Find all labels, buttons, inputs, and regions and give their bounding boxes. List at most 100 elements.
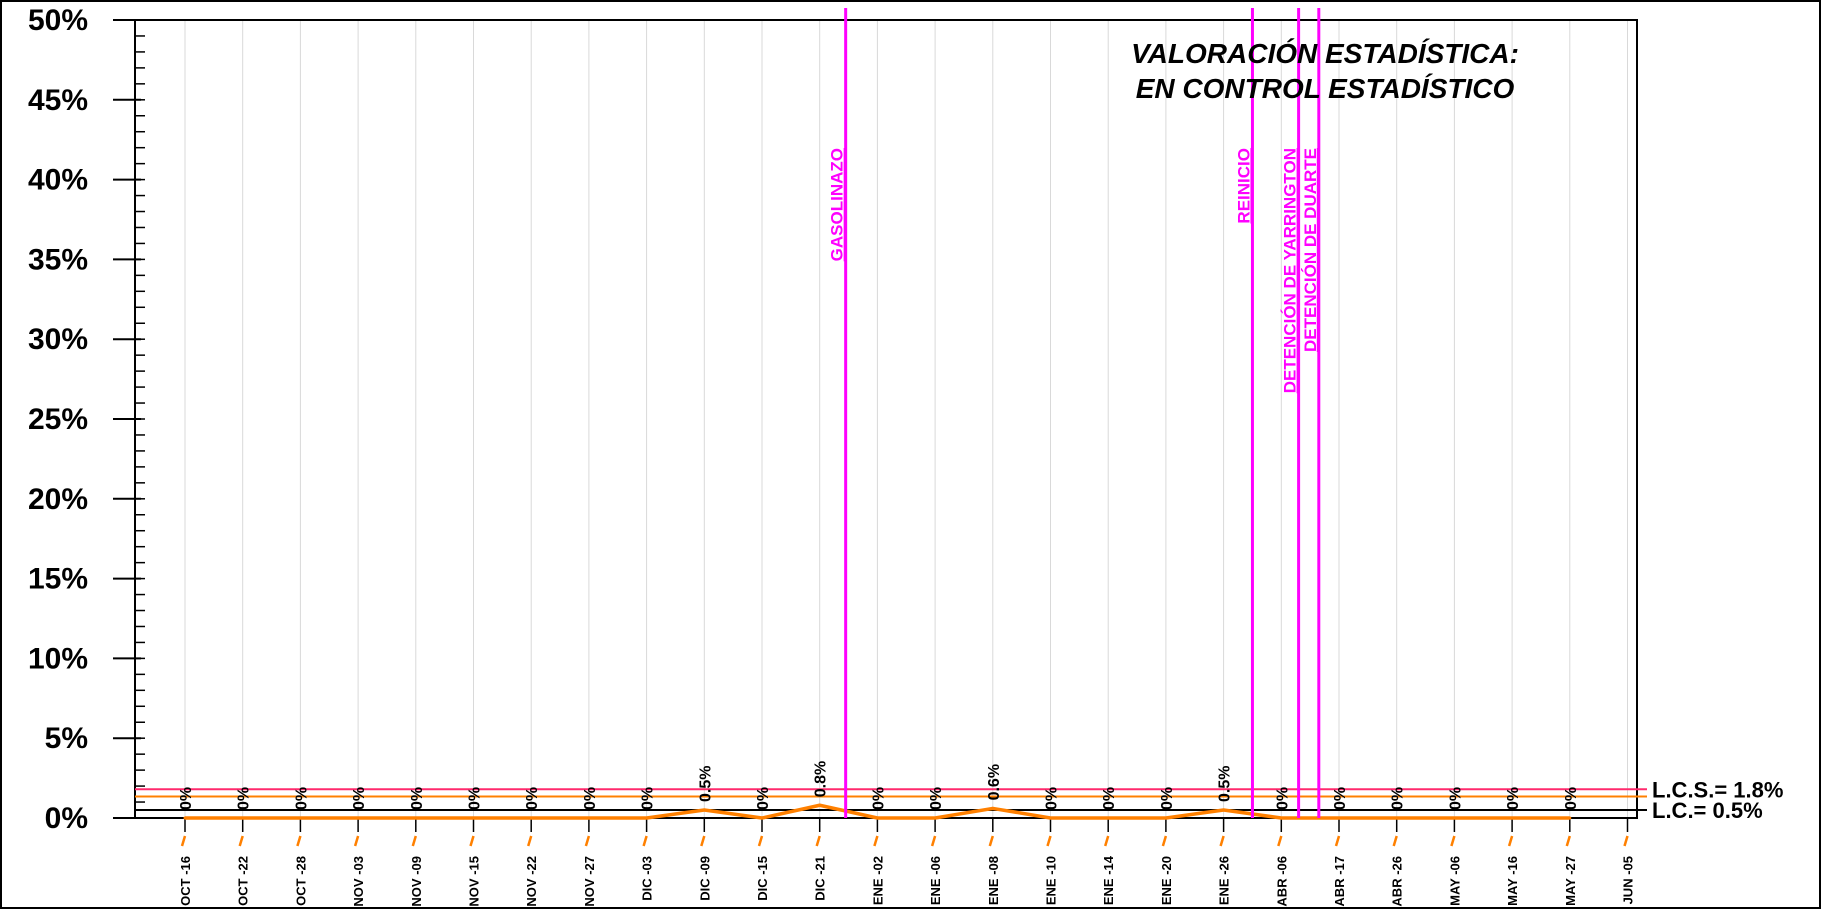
- x-tick-marker: [1046, 835, 1052, 847]
- x-tick-marker: [930, 835, 937, 847]
- y-tick-label: 20%: [28, 483, 88, 516]
- plot-area-border: [134, 19, 1638, 819]
- x-tick-label: MAY -06: [1447, 856, 1462, 906]
- y-tick-label: 25%: [28, 403, 88, 436]
- data-point: [991, 806, 995, 810]
- x-tick-marker: [1334, 835, 1341, 847]
- y-tick-label: 35%: [28, 243, 88, 276]
- x-tick-label: OCT -22: [236, 856, 251, 906]
- y-tick-label: 10%: [28, 642, 88, 675]
- data-point: [760, 816, 764, 820]
- data-label: 0%: [1505, 787, 1522, 810]
- data-label: 0.5%: [697, 766, 714, 802]
- data-label: 0%: [409, 787, 426, 810]
- control-limits-layer: L.C.S.= 1.8%L.C.= 0.5%: [135, 777, 1783, 823]
- data-label: 0%: [351, 787, 368, 810]
- data-point: [1049, 816, 1052, 820]
- data-point: [241, 816, 245, 820]
- data-point: [1337, 816, 1341, 820]
- x-tick-label: JUN -05: [1621, 856, 1636, 904]
- grid-layer: [184, 20, 1628, 818]
- labels-layer: 0% 0% 0% 0% 0% 0% 0% 0% 0% 0.5% 0% 0.8% 0% 0% 0.6% 0% 0%…: [178, 761, 1580, 810]
- data-point: [472, 816, 475, 820]
- x-tick-marker: [296, 835, 302, 847]
- x-tick-label: ENE -14: [1101, 855, 1116, 905]
- event-label: GASOLINAZO: [828, 148, 847, 261]
- data-label: 0%: [1390, 787, 1407, 810]
- data-label: 0%: [467, 787, 484, 810]
- x-tick-label: ENE -08: [986, 856, 1001, 905]
- data-label: 0%: [1332, 787, 1349, 810]
- x-tick-label: MAY -16: [1505, 856, 1520, 906]
- x-tick-label: DIC -21: [813, 856, 828, 901]
- data-point: [298, 816, 302, 820]
- control-limit-label: L.C.= 0.5%: [1652, 798, 1763, 823]
- event-label: DETENCIÓN DE YARRINGTON: [1281, 148, 1300, 393]
- x-tick-marker: [642, 835, 648, 847]
- data-point: [702, 808, 706, 812]
- data-label: 0.8%: [813, 761, 830, 797]
- data-label: 0%: [582, 787, 599, 810]
- x-tick-label: ENE -20: [1159, 856, 1174, 905]
- data-point: [1568, 816, 1572, 820]
- events-layer: GASOLINAZO REINICIO DETENCIÓN DE YARRINGTO…: [828, 8, 1321, 818]
- data-point: [1452, 816, 1456, 820]
- y-tick-label: 5%: [45, 722, 88, 755]
- data-label: 0.5%: [1217, 766, 1234, 802]
- x-tick-marker: [1450, 835, 1456, 847]
- data-label: 0%: [928, 787, 945, 810]
- x-tick-marker: [757, 835, 764, 847]
- data-point: [1164, 816, 1168, 820]
- data-label: 0%: [755, 787, 772, 810]
- x-tick-label: ABR -06: [1274, 856, 1289, 907]
- x-tick-marker: [1277, 835, 1283, 847]
- x-tick-label: NOV -03: [351, 856, 366, 907]
- x-tick-marker: [1623, 835, 1629, 847]
- data-label: 0%: [870, 787, 887, 810]
- x-tick-label: NOV -09: [409, 856, 424, 907]
- data-point: [356, 816, 360, 820]
- x-tick-marker: [411, 835, 417, 847]
- data-label: 0%: [1563, 787, 1580, 810]
- x-tick-marker: [988, 835, 994, 847]
- data-point: [933, 816, 937, 820]
- x-tick-marker: [1161, 835, 1168, 847]
- chart-title-line-2: EN CONTROL ESTADÍSTICO: [1136, 73, 1515, 104]
- x-tick-marker: [238, 835, 244, 847]
- data-point: [645, 816, 649, 820]
- data-label: 0%: [524, 787, 541, 810]
- y-tick-label: 0%: [45, 802, 88, 835]
- x-tick-marker: [353, 835, 360, 847]
- data-label: 0%: [236, 787, 253, 810]
- x-tick-marker: [1104, 835, 1110, 847]
- x-tick-marker: [1392, 835, 1398, 847]
- y-tick-label: 45%: [28, 84, 88, 117]
- x-tick-label: ENE -10: [1044, 856, 1059, 905]
- x-tick-label: NOV -22: [524, 856, 539, 907]
- data-label: 0.6%: [986, 764, 1003, 800]
- x-tick-marker: [469, 835, 475, 847]
- y-tick-label: 30%: [28, 323, 88, 356]
- x-tick-marker: [527, 835, 533, 847]
- x-tick-label: NOV -15: [467, 856, 482, 907]
- data-label: 0%: [640, 787, 657, 810]
- x-tick-marker: [700, 835, 706, 847]
- data-point: [1279, 816, 1283, 820]
- x-tick-label: ABR -26: [1390, 856, 1405, 907]
- data-point: [183, 816, 187, 820]
- x-tick-label: DIC -09: [697, 856, 712, 901]
- data-label: 0%: [293, 787, 310, 810]
- x-tick-label: DIC -03: [640, 856, 655, 901]
- chart-title: VALORACIÓN ESTADÍSTICA: EN CONTROL ESTAD…: [1131, 38, 1519, 104]
- x-tick-label: ENE -02: [870, 856, 885, 905]
- x-tick-marker: [815, 835, 821, 847]
- x-tick-label: MAY -27: [1563, 856, 1578, 906]
- data-point: [414, 816, 418, 820]
- data-label: 0%: [178, 787, 195, 810]
- x-tick-label: DIC -15: [755, 856, 770, 901]
- data-point: [1395, 816, 1399, 820]
